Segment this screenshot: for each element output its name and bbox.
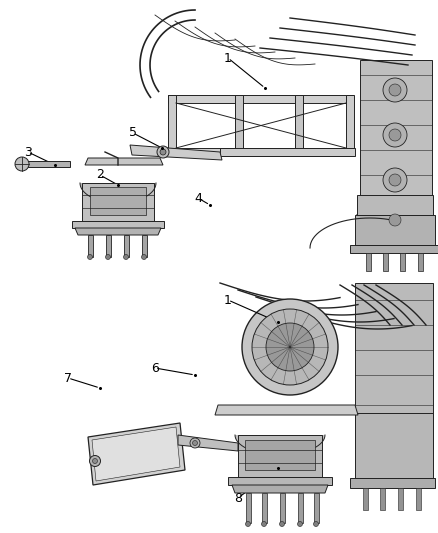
Bar xyxy=(238,435,322,477)
Bar xyxy=(350,478,435,488)
Circle shape xyxy=(89,456,100,466)
Bar xyxy=(295,95,303,156)
Bar xyxy=(124,235,128,257)
Circle shape xyxy=(190,438,200,448)
Polygon shape xyxy=(75,228,161,235)
Text: 5: 5 xyxy=(129,126,137,140)
Circle shape xyxy=(242,299,338,395)
Bar xyxy=(398,488,403,510)
Circle shape xyxy=(266,323,314,371)
Bar xyxy=(279,493,285,523)
Text: 2: 2 xyxy=(96,168,104,182)
Text: 4: 4 xyxy=(194,191,202,205)
Bar xyxy=(168,95,176,155)
Bar xyxy=(382,253,388,271)
Bar xyxy=(82,183,154,221)
Circle shape xyxy=(383,208,407,232)
Bar xyxy=(245,440,315,470)
Text: 8: 8 xyxy=(234,491,242,505)
Polygon shape xyxy=(88,423,185,485)
Bar xyxy=(314,493,318,523)
Bar xyxy=(261,493,266,523)
Circle shape xyxy=(92,458,98,464)
Bar xyxy=(106,235,110,257)
Bar xyxy=(168,95,353,103)
Text: 1: 1 xyxy=(224,294,232,306)
Text: 1: 1 xyxy=(224,52,232,64)
Circle shape xyxy=(279,521,285,527)
Circle shape xyxy=(15,157,29,171)
Circle shape xyxy=(252,309,328,385)
Bar xyxy=(355,215,435,245)
Bar xyxy=(141,235,146,257)
Circle shape xyxy=(383,123,407,147)
Polygon shape xyxy=(85,158,163,165)
Bar xyxy=(22,161,70,167)
Polygon shape xyxy=(220,148,355,156)
Circle shape xyxy=(157,146,169,158)
Polygon shape xyxy=(178,435,238,451)
Circle shape xyxy=(160,149,166,155)
Polygon shape xyxy=(215,405,358,415)
Bar xyxy=(416,488,420,510)
Bar xyxy=(360,60,432,250)
Bar xyxy=(350,245,438,253)
Circle shape xyxy=(246,521,251,527)
Bar xyxy=(365,253,371,271)
Text: 7: 7 xyxy=(64,372,72,384)
Polygon shape xyxy=(72,221,164,228)
Circle shape xyxy=(297,521,303,527)
Circle shape xyxy=(124,254,128,260)
Bar xyxy=(0,265,438,533)
Text: 6: 6 xyxy=(151,361,159,375)
Bar xyxy=(399,253,405,271)
Bar xyxy=(363,488,367,510)
Bar xyxy=(88,235,92,257)
Bar xyxy=(355,413,433,478)
Circle shape xyxy=(383,78,407,102)
Bar xyxy=(297,493,303,523)
Circle shape xyxy=(383,168,407,192)
Circle shape xyxy=(389,214,401,226)
Circle shape xyxy=(88,254,92,260)
Bar xyxy=(357,195,433,215)
Bar xyxy=(379,488,385,510)
Polygon shape xyxy=(130,145,222,160)
Circle shape xyxy=(314,521,318,527)
Polygon shape xyxy=(92,427,180,481)
Bar xyxy=(346,95,354,155)
Bar xyxy=(0,0,438,265)
Circle shape xyxy=(192,440,198,446)
Bar xyxy=(168,148,354,156)
Bar xyxy=(355,283,433,448)
Polygon shape xyxy=(228,477,332,485)
Circle shape xyxy=(389,129,401,141)
Bar xyxy=(235,95,243,156)
Circle shape xyxy=(389,84,401,96)
Bar xyxy=(246,493,251,523)
Circle shape xyxy=(141,254,146,260)
Polygon shape xyxy=(232,485,328,493)
Bar xyxy=(417,253,423,271)
Circle shape xyxy=(106,254,110,260)
Circle shape xyxy=(389,174,401,186)
Text: 3: 3 xyxy=(24,146,32,158)
Circle shape xyxy=(261,521,266,527)
Bar xyxy=(90,187,146,215)
